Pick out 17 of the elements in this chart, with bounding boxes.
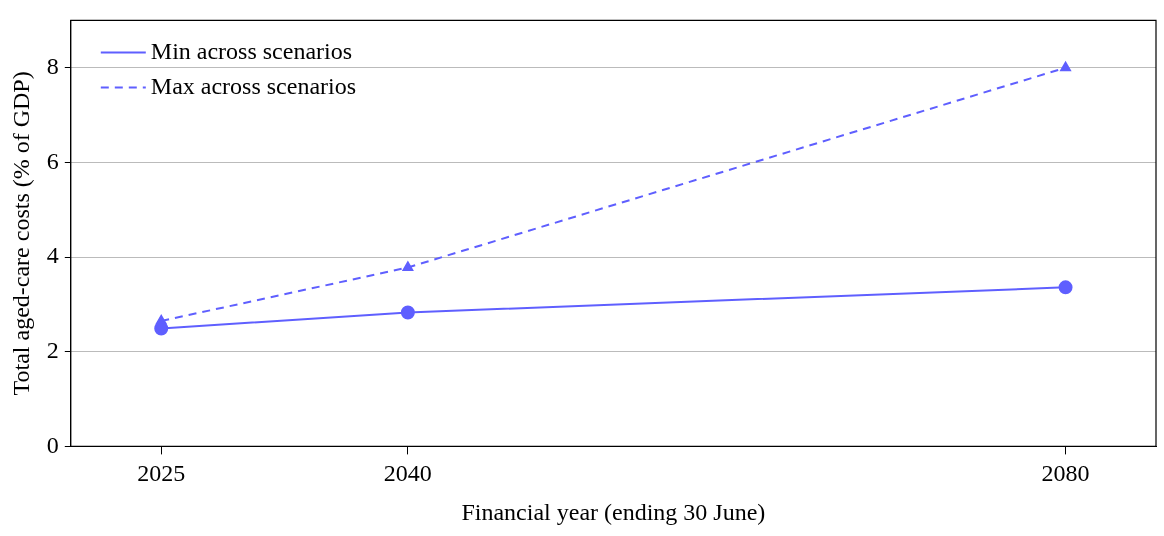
y-tick-label: 0 bbox=[46, 431, 59, 458]
legend-label: Max across scenarios bbox=[150, 72, 357, 99]
x-axis-title: Financial year (ending 30 June) bbox=[461, 498, 766, 525]
x-tick-label: 2025 bbox=[137, 460, 186, 487]
point bbox=[400, 305, 415, 320]
point bbox=[1058, 280, 1073, 295]
y-axis-title: Total aged-care costs (% of GDP) bbox=[7, 71, 34, 396]
y-tick-label: 6 bbox=[46, 147, 59, 174]
y-tick-label: 2 bbox=[46, 337, 59, 364]
point bbox=[402, 261, 414, 271]
x-tick-label: 2040 bbox=[383, 460, 432, 487]
point bbox=[154, 321, 169, 336]
x-tick-label: 2080 bbox=[1041, 460, 1090, 487]
y-tick-label: 4 bbox=[46, 242, 59, 269]
legend-label: Min across scenarios bbox=[150, 37, 353, 64]
point bbox=[1060, 61, 1071, 72]
y-tick-label: 8 bbox=[46, 53, 59, 80]
